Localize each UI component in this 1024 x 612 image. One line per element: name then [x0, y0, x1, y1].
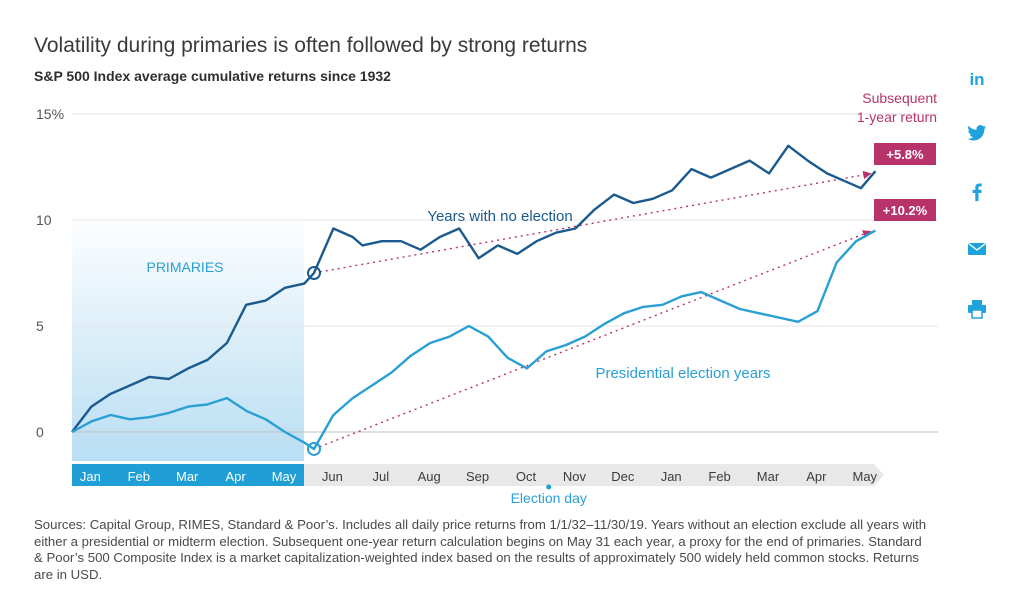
chart-title: Volatility during primaries is often fol… [34, 34, 588, 57]
election-year-line [71, 229, 876, 451]
x-tick-label: Dec [611, 469, 635, 484]
x-tick-label: Apr [225, 469, 246, 484]
x-tick-label: Mar [176, 469, 199, 484]
subsequent-return-header: Subsequent [862, 90, 937, 106]
linkedin-icon[interactable]: in [962, 64, 992, 94]
y-tick-label: 0 [36, 424, 44, 440]
primaries-label: PRIMARIES [146, 259, 223, 275]
source-note: Sources: Capital Group, RIMES, Standard … [34, 517, 927, 582]
x-tick-label: Feb [708, 469, 730, 484]
no-election-line [71, 144, 877, 433]
election-day-dot [546, 484, 552, 490]
chart-subtitle: S&P 500 Index average cumulative returns… [34, 68, 391, 84]
subsequent-return-header: 1-year return [857, 109, 937, 125]
election-year-trend [313, 230, 872, 450]
y-tick-label: 5 [36, 318, 44, 334]
mail-icon[interactable] [962, 234, 992, 264]
no-election-trend [313, 170, 872, 274]
twitter-icon[interactable] [962, 118, 992, 148]
series-label-no-election: Years with no election [427, 208, 572, 225]
return-badge [874, 143, 936, 165]
x-tick-label: Oct [516, 469, 537, 484]
x-tick-label: Apr [806, 469, 827, 484]
x-tick-label: Aug [418, 469, 441, 484]
x-tick-label: Sep [466, 469, 489, 484]
return-badge [874, 199, 936, 221]
return-badge-label: +5.8% [886, 147, 924, 162]
x-tick-label: Nov [563, 469, 587, 484]
x-tick-label: Feb [128, 469, 150, 484]
primaries-shaded-region [72, 212, 304, 461]
svg-text:in: in [969, 70, 984, 89]
return-badge-label: +10.2% [883, 203, 928, 218]
x-tick-label: Jul [372, 469, 389, 484]
facebook-icon[interactable] [962, 176, 992, 206]
series-label-election-year: Presidential election years [595, 365, 770, 382]
months-axis-band [304, 464, 884, 486]
primaries-axis-band [72, 464, 304, 486]
y-tick-label: 15% [36, 106, 64, 122]
x-tick-label: May [272, 469, 297, 484]
x-tick-label: May [853, 469, 878, 484]
x-tick-label: Jan [661, 469, 682, 484]
x-tick-label: Jan [80, 469, 101, 484]
x-tick-label: Mar [757, 469, 780, 484]
y-tick-label: 10 [36, 212, 52, 228]
x-tick-label: Jun [322, 469, 343, 484]
print-icon[interactable] [962, 294, 992, 324]
election-day-label: Election day [511, 490, 587, 506]
